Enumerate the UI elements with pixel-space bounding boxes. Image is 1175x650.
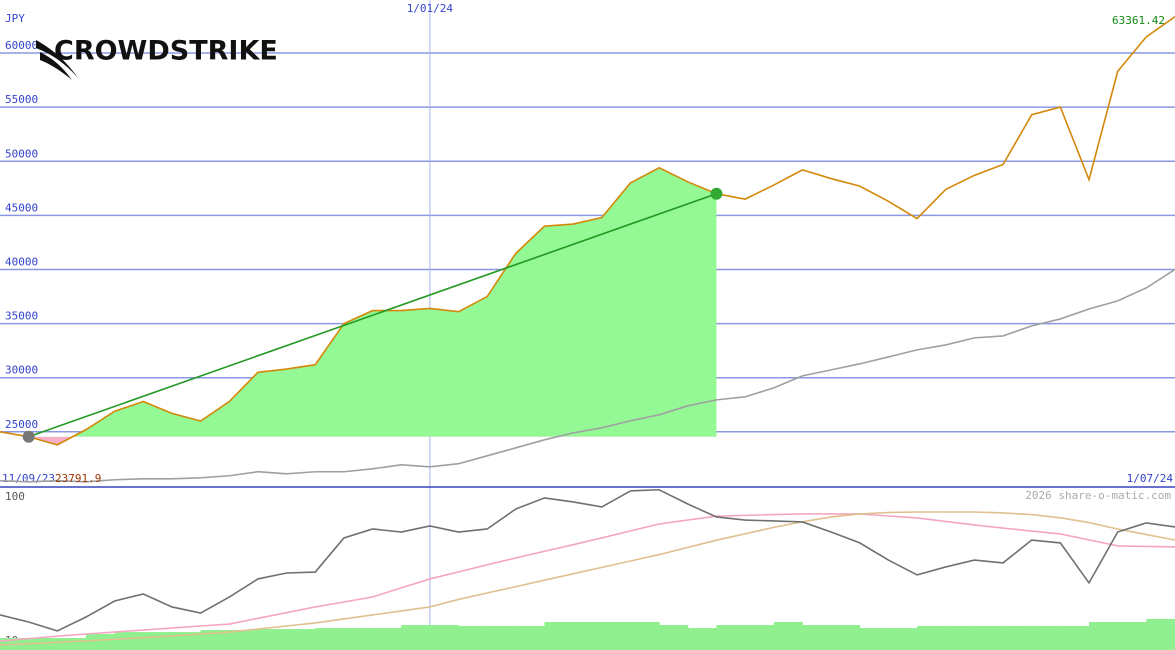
volume-bar	[458, 625, 488, 650]
start-marker	[22, 430, 35, 443]
volume-bar	[343, 628, 374, 650]
volume-bar	[1031, 625, 1061, 650]
series-line	[0, 268, 1175, 483]
volume-bar	[1146, 618, 1175, 650]
volume-bar	[286, 629, 316, 650]
last-label: 63361.42	[1112, 14, 1165, 27]
volume-bar	[257, 629, 288, 650]
logo-text: CROWDSTRIKE	[54, 36, 278, 67]
x-tick-label: 1/07/24	[1127, 472, 1174, 485]
volume-bar	[802, 625, 832, 650]
volume-bar	[57, 637, 87, 650]
series-line	[0, 15, 1175, 446]
watermark: 2026 share-o-matic.com	[1025, 489, 1171, 502]
y-axis-label: JPY	[5, 12, 25, 25]
volume-bar	[630, 621, 660, 650]
y-tick-label: 100	[5, 490, 25, 503]
volume-bar	[917, 625, 947, 650]
series-line	[0, 513, 1175, 642]
series-line	[0, 511, 1175, 646]
volume-bar	[745, 625, 775, 650]
volume-bar	[945, 625, 975, 650]
volume-bar	[487, 625, 517, 650]
volume-bar	[372, 628, 402, 650]
volume-bar	[515, 625, 546, 650]
volume-bar	[114, 632, 144, 650]
gain-area	[28, 167, 717, 437]
volume-bar	[1003, 625, 1033, 650]
x-tick-label: 11/09/23	[2, 472, 55, 485]
y-tick-label: 40000	[5, 255, 38, 268]
volume-bar	[573, 621, 603, 650]
volume-bar	[85, 633, 116, 650]
volume-bar	[716, 625, 746, 650]
y-tick-label: 30000	[5, 364, 38, 377]
volume-bar	[401, 625, 431, 650]
volume-bar	[974, 625, 1004, 650]
volume-bar	[28, 637, 58, 650]
x-tick-label: 1/01/24	[407, 2, 454, 15]
volume-bar	[601, 621, 631, 650]
volume-bar	[831, 625, 861, 650]
volume-bar	[659, 625, 689, 650]
y-tick-label: 55000	[5, 93, 38, 106]
trend-line	[28, 192, 717, 438]
logo-icon	[40, 52, 72, 80]
volume-bar	[1089, 621, 1119, 650]
low-label: 23791.9	[55, 472, 101, 485]
y-tick-label: 35000	[5, 310, 38, 323]
volume-bar	[544, 621, 574, 650]
y-tick-label: 45000	[5, 201, 38, 214]
volume-bar	[888, 628, 918, 650]
y-tick-label: 50000	[5, 147, 38, 160]
volume-bar	[429, 625, 460, 650]
volume-bar	[200, 629, 230, 650]
logo: CROWDSTRIKE	[36, 36, 278, 80]
volume-bar	[171, 632, 202, 650]
volume-bar	[1117, 621, 1147, 650]
volume-bar	[229, 629, 259, 650]
volume-bar	[315, 628, 345, 650]
logo-icon	[36, 40, 78, 78]
y-tick-label: 25000	[5, 418, 38, 431]
volume-bar	[687, 628, 717, 650]
series-line	[0, 488, 1175, 632]
end-marker	[710, 187, 723, 200]
volume-bar	[1060, 625, 1090, 650]
y-tick-label: 60000	[5, 39, 38, 52]
volume-bar	[143, 632, 173, 650]
volume-bar	[859, 628, 889, 650]
volume-bar	[773, 621, 803, 650]
